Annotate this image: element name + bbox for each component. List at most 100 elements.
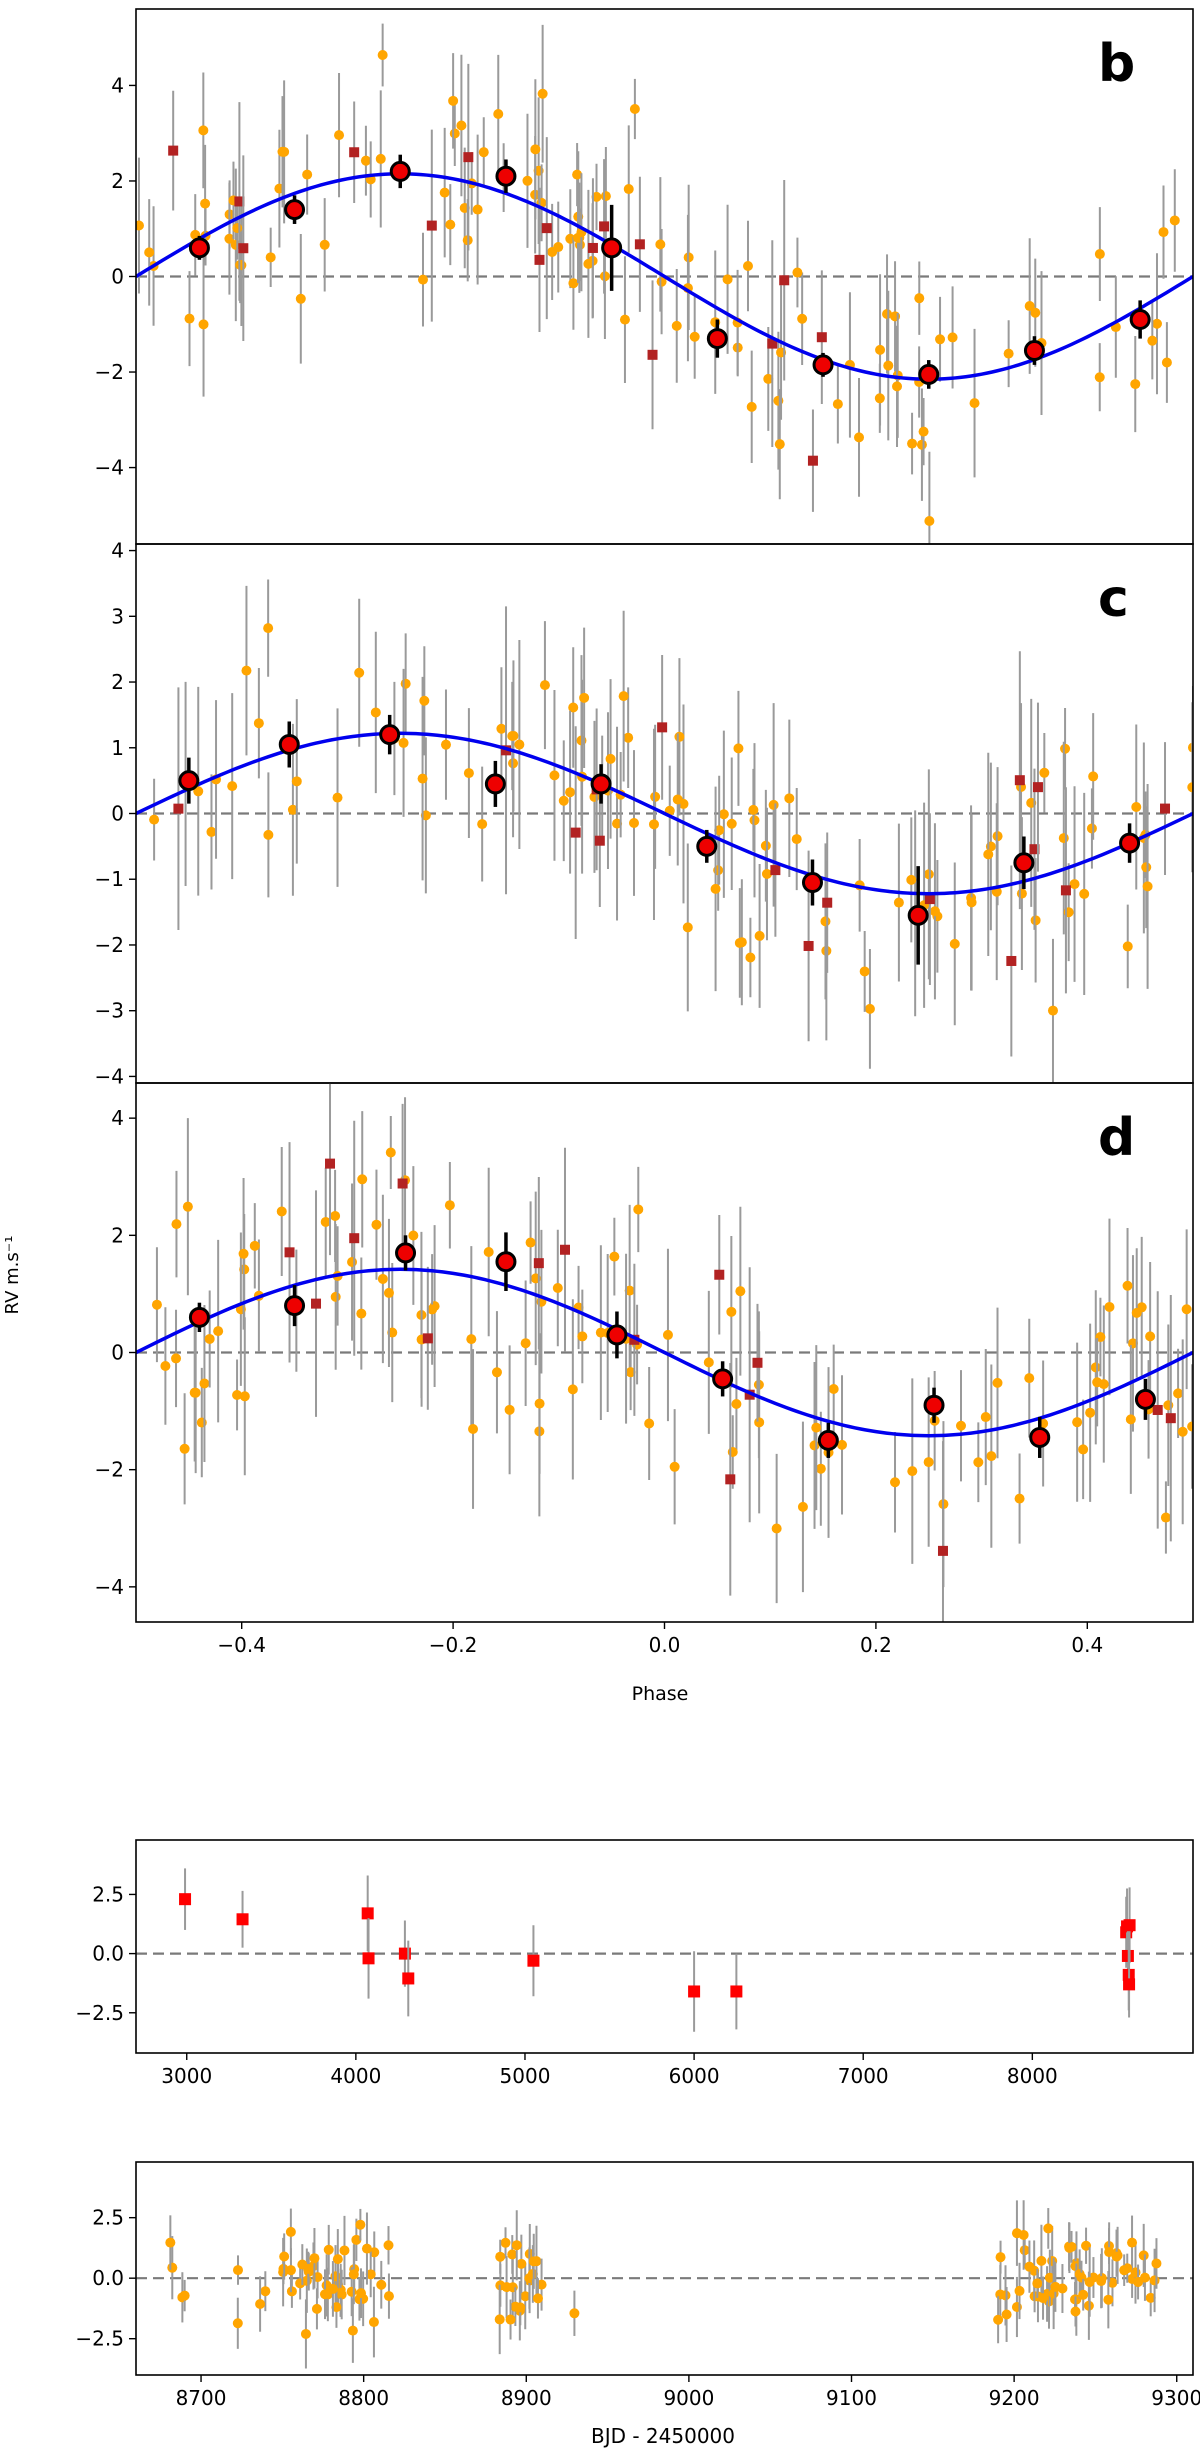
data-point <box>1104 1301 1115 1312</box>
data-point <box>916 439 927 450</box>
data-point <box>669 1461 680 1472</box>
data-point <box>1024 2261 1035 2272</box>
data-square <box>1029 844 1040 855</box>
data-point <box>534 1398 545 1409</box>
data-square <box>311 1298 322 1309</box>
data-point <box>356 1308 367 1319</box>
data-point <box>302 169 313 180</box>
data-point <box>1076 2272 1087 2283</box>
binned-point <box>696 835 718 857</box>
data-point <box>355 2219 366 2230</box>
data-point <box>671 320 682 331</box>
data-square <box>349 1233 360 1244</box>
y-tick-label: −2 <box>95 360 124 384</box>
data-square <box>179 1893 192 1906</box>
binned-point <box>389 160 411 182</box>
data-point <box>472 204 483 215</box>
data-point <box>797 313 808 324</box>
y-tick-label: −4 <box>95 456 124 480</box>
data-point <box>371 1219 382 1230</box>
data-point <box>859 966 870 977</box>
data-point <box>811 1422 822 1433</box>
data-square <box>594 835 605 846</box>
data-square <box>570 827 581 838</box>
data-square <box>1123 1919 1136 1932</box>
data-point <box>605 753 616 764</box>
binned-point <box>379 724 401 746</box>
data-point <box>914 293 925 304</box>
x-tick-label: 0.0 <box>649 1633 681 1657</box>
residuals-recent-panel: −2.5 0.0 2.5 8700 8800 8900 9000 9100 9200 9300 <box>75 2161 1200 2410</box>
data-point <box>204 1333 215 1344</box>
data-point <box>1060 743 1071 754</box>
data-point <box>295 293 306 304</box>
model-curve <box>136 172 1193 381</box>
data-point <box>530 144 541 155</box>
data-point <box>171 1219 182 1230</box>
data-point <box>746 401 757 412</box>
binned-point <box>178 770 200 792</box>
binned-point <box>712 1368 734 1390</box>
data-point <box>448 95 459 106</box>
data-point <box>456 120 467 131</box>
data-point <box>726 1306 737 1317</box>
data-point <box>731 1399 742 1410</box>
data-point <box>182 1201 193 1212</box>
data-point <box>1163 1400 1174 1411</box>
data-point <box>377 50 388 61</box>
data-point <box>330 1210 341 1221</box>
data-point <box>935 334 946 345</box>
data-point <box>791 834 802 845</box>
data-point <box>230 239 241 250</box>
data-point <box>983 849 994 860</box>
data-point <box>568 278 579 289</box>
data-point <box>624 1285 635 1296</box>
data-square <box>807 455 818 466</box>
phase-axis-label: Phase <box>632 1683 689 1705</box>
data-point <box>1151 2258 1162 2269</box>
data-point <box>1125 1414 1136 1425</box>
data-point <box>377 1273 388 1284</box>
data-point <box>189 1387 200 1398</box>
data-point <box>1024 1373 1035 1384</box>
data-square <box>168 145 179 156</box>
data-point <box>797 1501 808 1512</box>
data-square <box>234 196 245 207</box>
x-tick-label: 8900 <box>501 2386 552 2410</box>
data-square <box>173 803 184 814</box>
data-point <box>714 825 725 836</box>
data-point <box>969 398 980 409</box>
data-point <box>1094 249 1105 260</box>
data-point <box>1081 2240 1092 2251</box>
data-point <box>232 2318 243 2329</box>
data-square <box>587 242 598 253</box>
data-point <box>514 739 525 750</box>
data-point <box>1119 2265 1130 2276</box>
data-point <box>507 730 518 741</box>
data-point <box>167 2262 178 2273</box>
data-point <box>466 1334 477 1345</box>
data-point <box>748 804 759 815</box>
data-point <box>285 2226 296 2237</box>
data-point <box>832 399 843 410</box>
data-point <box>491 1367 502 1378</box>
data-point <box>332 2254 343 2265</box>
data-point <box>1131 1307 1142 1318</box>
data-point <box>754 930 765 941</box>
data-point <box>1149 2275 1160 2286</box>
data-point <box>495 2251 506 2262</box>
data-point <box>253 718 264 729</box>
y-tick-label: 0 <box>111 265 124 289</box>
y-tick-label: −4 <box>95 1064 124 1088</box>
data-point <box>417 274 428 285</box>
data-point <box>1016 888 1027 899</box>
data-square <box>714 1269 725 1280</box>
data-point <box>549 770 560 781</box>
y-tick-label: 0 <box>111 1341 124 1365</box>
data-point <box>493 109 504 120</box>
data-point <box>820 916 831 927</box>
data-point <box>385 1147 396 1158</box>
data-square <box>325 1158 336 1169</box>
x-tick-label: 9100 <box>826 2386 877 2410</box>
binned-point <box>817 1429 839 1451</box>
